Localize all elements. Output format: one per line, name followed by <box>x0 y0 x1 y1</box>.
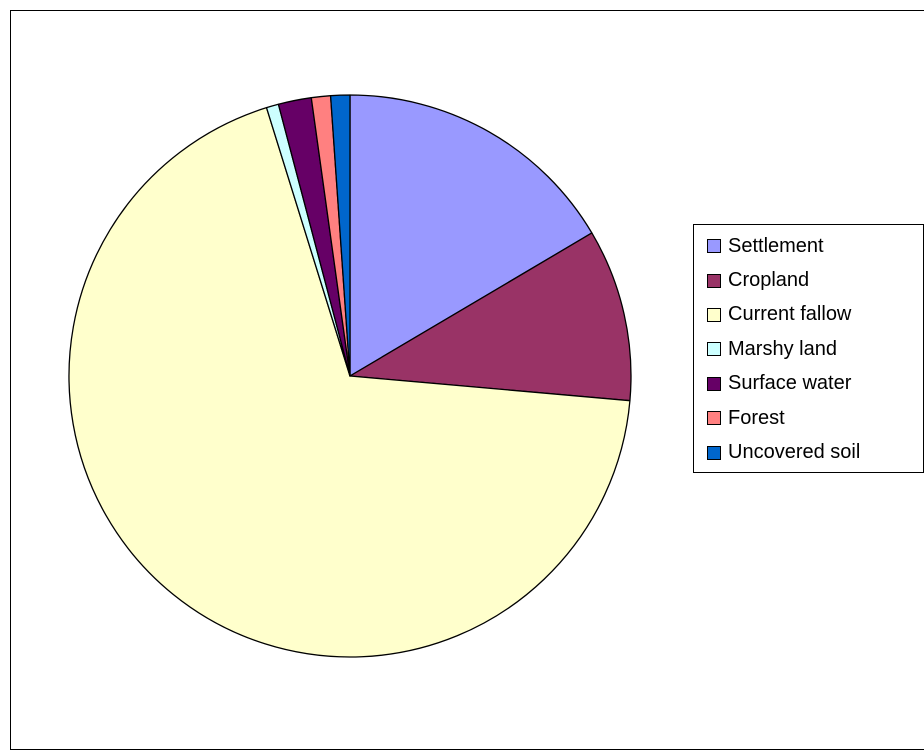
legend-swatch-forest <box>707 411 721 426</box>
legend-swatch-cropland <box>707 273 721 288</box>
legend-swatch-current-fallow <box>707 307 721 322</box>
pie-slice-current-fallow <box>68 107 631 658</box>
pie-slice-uncovered-soil <box>329 94 351 377</box>
legend-entry-surface-water: Surface water <box>694 367 923 401</box>
legend-label-current-fallow: Current fallow <box>728 303 852 326</box>
legend-label-forest: Forest <box>728 406 785 429</box>
pie-slice-settlement <box>349 94 593 377</box>
legend-entry-marshy-land: Marshy land <box>694 332 923 366</box>
legend-label-surface-water: Surface water <box>728 372 852 395</box>
legend-entry-settlement: Settlement <box>694 229 923 263</box>
legend-swatch-settlement <box>707 239 721 254</box>
legend-label-uncovered-soil: Uncovered soil <box>728 441 861 464</box>
pie-slice-cropland <box>349 232 632 402</box>
legend-entry-current-fallow: Current fallow <box>694 298 923 332</box>
legend-swatch-uncovered-soil <box>707 445 721 460</box>
legend-entry-forest: Forest <box>694 401 923 435</box>
legend-label-cropland: Cropland <box>728 269 810 292</box>
chart-legend: Settlement Cropland Current fallow Marshy l… <box>693 224 924 473</box>
legend-label-settlement: Settlement <box>728 234 824 257</box>
legend-label-marshy-land: Marshy land <box>728 337 837 360</box>
legend-entry-cropland: Cropland <box>694 263 923 297</box>
legend-entry-uncovered-soil: Uncovered soil <box>694 435 923 469</box>
legend-swatch-marshy-land <box>707 342 721 357</box>
legend-swatch-surface-water <box>707 376 721 391</box>
